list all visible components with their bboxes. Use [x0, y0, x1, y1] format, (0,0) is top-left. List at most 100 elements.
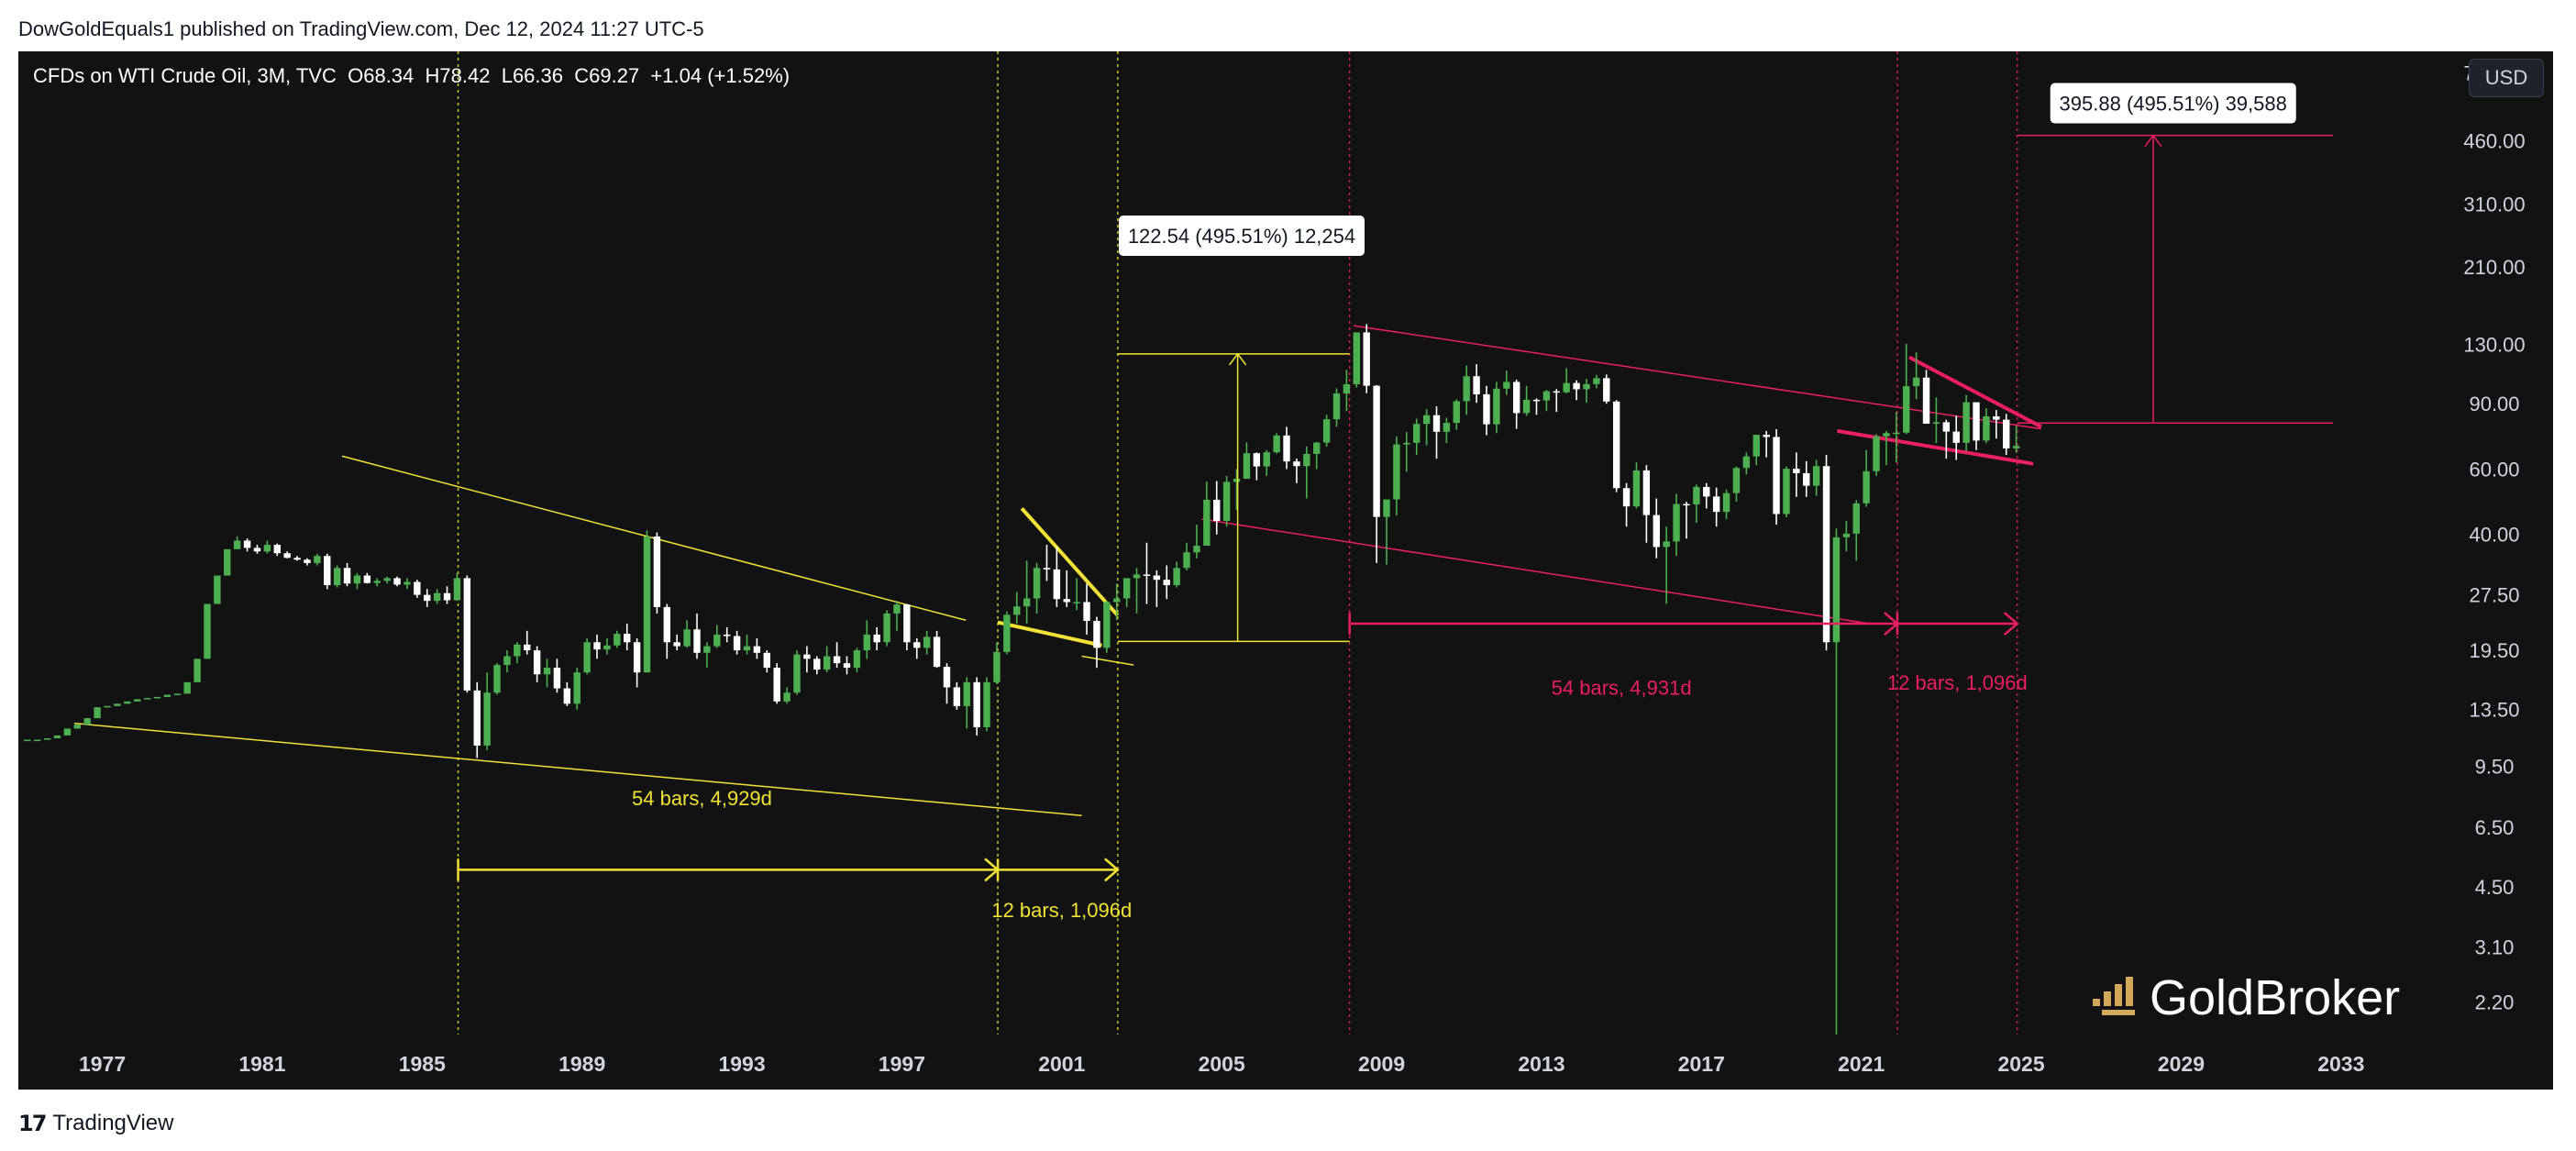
currency-button[interactable]: USD — [2469, 59, 2544, 97]
candle-body — [673, 642, 680, 647]
candle — [1103, 601, 1111, 653]
candle — [1222, 475, 1231, 527]
candle-body — [183, 681, 191, 694]
candle — [1512, 379, 1520, 429]
chart-area[interactable]: 122.54 (495.51%) 12,254 395.88 (495.51%) … — [18, 51, 2553, 1090]
time-tick-label: 2033 — [2317, 1052, 2364, 1076]
candle — [1793, 452, 1800, 497]
candle-body — [1493, 388, 1500, 425]
candle-body — [1763, 435, 1770, 437]
candle — [1683, 502, 1690, 539]
candle — [1283, 426, 1290, 470]
candle — [94, 707, 101, 719]
candle-body — [283, 553, 291, 559]
candle-body — [773, 668, 780, 702]
candle — [1023, 560, 1031, 625]
candle-body — [324, 556, 331, 586]
candle-body — [643, 536, 651, 673]
time-axis-bg — [18, 1035, 2553, 1090]
candle-body — [1203, 499, 1211, 547]
candle — [424, 589, 431, 607]
candle — [473, 681, 481, 758]
candle — [293, 556, 301, 561]
candle — [1893, 412, 1900, 463]
candle — [1413, 418, 1421, 456]
candle-body — [404, 581, 411, 585]
candle — [1393, 436, 1400, 516]
candle — [1073, 578, 1080, 611]
candle — [1932, 397, 1940, 444]
candle-body — [933, 636, 941, 668]
candle-body — [903, 604, 911, 643]
candle — [1903, 343, 1910, 435]
symbol-name: CFDs on WTI Crude Oil, 3M, TVC — [33, 64, 337, 87]
candle-body — [83, 718, 91, 725]
candle-body — [1653, 515, 1660, 548]
candle-body — [1942, 422, 1951, 432]
candle — [833, 642, 841, 669]
candle-body — [1183, 552, 1190, 569]
candle — [373, 578, 381, 587]
candle-body — [1293, 461, 1300, 467]
candle — [2012, 426, 2020, 453]
time-tick-label: 2009 — [1358, 1052, 1405, 1076]
time-tick-label: 1981 — [238, 1052, 285, 1076]
candle-body — [483, 692, 491, 746]
candle — [314, 553, 321, 566]
candle — [304, 558, 311, 566]
candle — [233, 536, 241, 549]
candle-body — [963, 681, 970, 706]
candle — [563, 681, 571, 706]
candle-body — [1912, 377, 1920, 387]
candle-body — [1932, 422, 1940, 424]
candle-body — [1612, 401, 1620, 489]
candle — [514, 642, 521, 664]
tradingview-footer[interactable]: 17 TradingView — [18, 1107, 173, 1140]
candle-body — [1722, 492, 1730, 513]
candle — [1353, 332, 1361, 388]
candle-body — [1883, 433, 1890, 437]
candle — [933, 630, 941, 669]
candle-body — [1013, 606, 1021, 615]
candle — [1632, 462, 1641, 509]
candle — [843, 656, 851, 675]
candle-body — [624, 634, 631, 643]
candle — [863, 620, 870, 659]
candle-body — [563, 688, 571, 704]
change-value: +1.04 (+1.52%) — [650, 64, 790, 87]
candle — [414, 580, 421, 598]
candle-body — [1422, 415, 1431, 425]
candle-body — [1383, 499, 1390, 517]
candle-body — [893, 604, 901, 614]
candle — [963, 677, 970, 729]
measure-label: 395.88 (495.51%) 39,588 — [2060, 93, 2287, 116]
candle — [1653, 498, 1660, 559]
candle-body — [1703, 486, 1710, 497]
candle-body — [1253, 453, 1261, 467]
candle — [343, 562, 351, 587]
candle-body — [2012, 446, 2020, 448]
candle — [1373, 384, 1380, 563]
triangle-lower-line — [1201, 518, 1870, 625]
goldbroker-watermark-text: GoldBroker — [2150, 970, 2400, 1025]
candle-body — [493, 665, 501, 693]
candle-body — [953, 687, 961, 706]
annotations: 122.54 (495.51%) 12,254 395.88 (495.51%) … — [457, 83, 2334, 922]
candle-body — [1193, 546, 1200, 553]
candle — [1233, 469, 1241, 511]
candle-body — [753, 646, 761, 653]
candle — [1783, 466, 1790, 517]
candle-body — [693, 629, 701, 653]
candle — [1622, 482, 1631, 527]
candle — [1313, 441, 1321, 470]
candle — [404, 578, 411, 590]
candle — [243, 538, 251, 552]
candle — [1203, 481, 1211, 547]
candle-body — [603, 645, 611, 650]
bars-label: 54 bars, 4,929d — [632, 787, 772, 810]
price-chart[interactable]: 122.54 (495.51%) 12,254 395.88 (495.51%) … — [18, 51, 2553, 1090]
candle-body — [1873, 436, 1880, 471]
candle-body — [393, 578, 401, 585]
price-tick-label: 2.20 — [2475, 991, 2515, 1014]
candle — [1612, 400, 1620, 492]
